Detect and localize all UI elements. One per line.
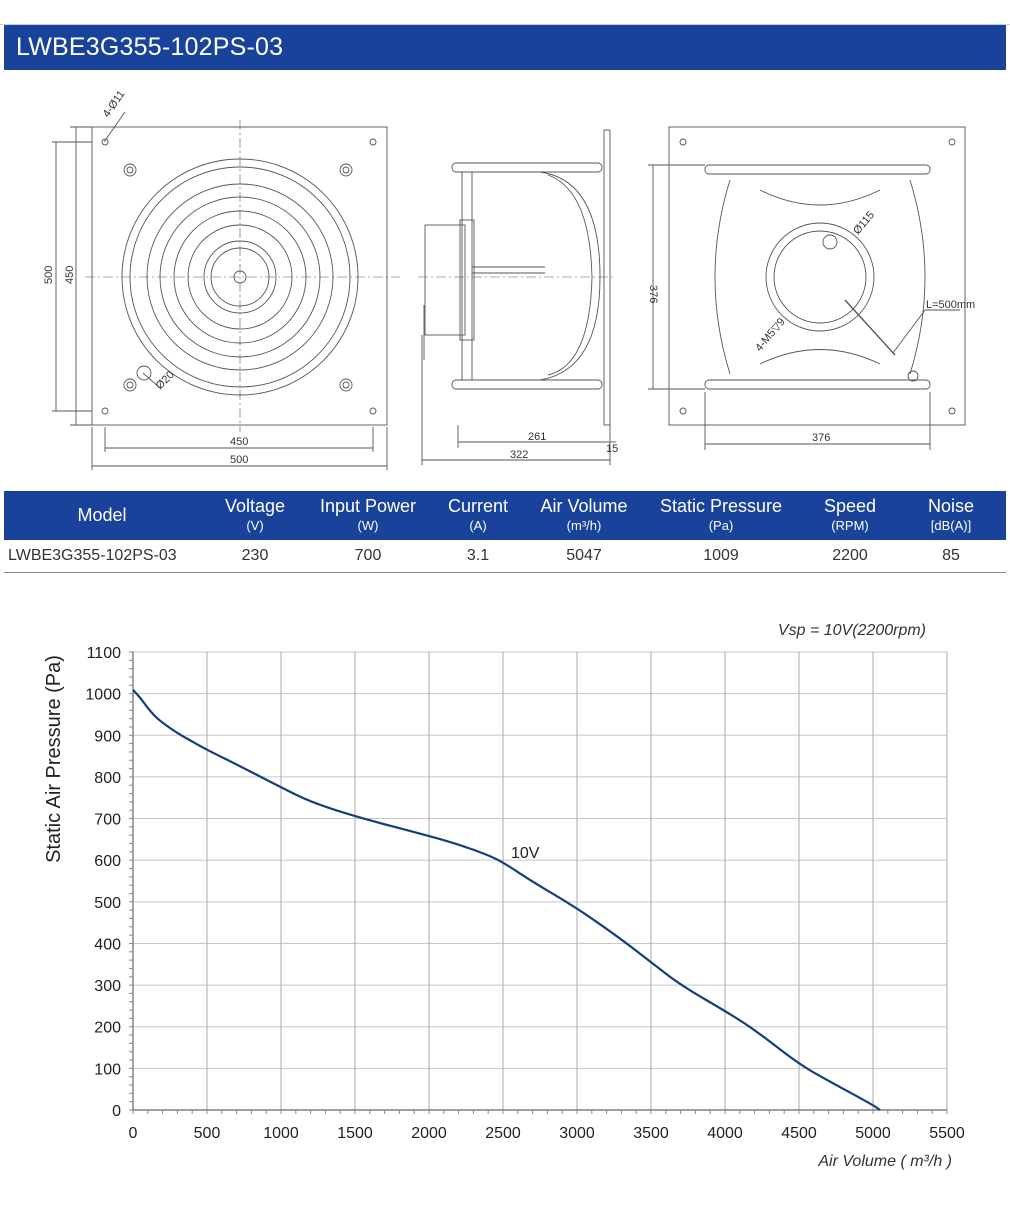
- dim-m5-label: 4-M5▽9: [753, 316, 788, 354]
- y-tick-label: 200: [94, 1020, 121, 1037]
- header-current: Current (A): [447, 496, 509, 533]
- cell-static-pressure: 1009: [703, 547, 739, 564]
- x-tick-label: 2000: [411, 1125, 447, 1142]
- cell-speed: 2200: [832, 547, 868, 564]
- chart-series: 10V: [132, 689, 881, 1111]
- back-view: [648, 126, 966, 450]
- y-tick-label: 300: [94, 978, 121, 995]
- cell-noise: 85: [942, 547, 960, 564]
- y-tick-label: 800: [94, 770, 121, 787]
- dim-15-label: 15: [606, 443, 618, 455]
- x-tick-label: 0: [129, 1125, 138, 1142]
- y-tick-label: 1000: [85, 687, 121, 704]
- x-tick-label: 3000: [559, 1125, 595, 1142]
- y-axis-label: Static Air Pressure (Pa): [43, 655, 65, 863]
- dim-450-horizontal: 450: [230, 436, 248, 448]
- technical-drawings: 4-Ø11 500 450 450 500 Ø20 261 322 15 376…: [0, 70, 1010, 490]
- x-tick-label: 3500: [633, 1125, 669, 1142]
- dimension-drawing-svg: 4-Ø11 500 450 450 500 Ø20 261 322 15 376…: [43, 88, 975, 470]
- dim-376-vertical: 376: [647, 285, 659, 303]
- y-tick-label: 700: [94, 812, 121, 829]
- cell-current: 3.1: [466, 547, 490, 564]
- chart-minor-ticks: [129, 651, 948, 1114]
- series-label: 10V: [511, 845, 540, 862]
- dim-cable-length: L=500mm: [926, 299, 975, 311]
- page-title: LWBE3G355-102PS-03: [16, 33, 284, 61]
- y-tick-label: 1100: [87, 645, 122, 662]
- y-tick-label: 600: [94, 853, 121, 870]
- y-tick-label: 900: [94, 728, 121, 745]
- x-tick-label: 5500: [929, 1125, 965, 1142]
- header-voltage: Voltage (V): [224, 496, 286, 533]
- chart-annotation: Vsp = 10V(2200rpm): [778, 622, 926, 639]
- cell-voltage: 230: [241, 547, 269, 564]
- header-air-volume: Air Volume (m³/h): [540, 496, 628, 533]
- side-view: [418, 129, 616, 465]
- x-tick-label: 500: [194, 1125, 221, 1142]
- x-tick-label: 1000: [263, 1125, 299, 1142]
- front-view: [52, 111, 400, 470]
- dim-450-vertical: 450: [64, 266, 76, 284]
- spec-table-header: Model Voltage (V) Input Power (W) Current(…: [4, 491, 1006, 540]
- header-speed: Speed (RPM): [823, 496, 877, 533]
- series-line-10v: [132, 689, 881, 1111]
- cell-air-volume: 5047: [566, 547, 602, 564]
- dim-d20-label: Ø20: [154, 369, 177, 392]
- dim-500-horizontal: 500: [230, 454, 248, 466]
- dim-d115-label: Ø115: [851, 209, 877, 237]
- chart-svg: 0 100 200 300 400 500 600 700 800 900 1000 1100 0 500…: [43, 622, 965, 1170]
- y-tick-label: 0: [112, 1103, 121, 1120]
- cell-input-power: 700: [354, 547, 382, 564]
- performance-chart: 0 100 200 300 400 500 600 700 800 900 1000 1100 0 500…: [0, 600, 1010, 1200]
- dim-322-label: 322: [510, 449, 528, 461]
- cell-model: LWBE3G355-102PS-03: [8, 547, 177, 564]
- y-tick-label: 100: [94, 1061, 121, 1078]
- x-tick-label: 4500: [781, 1125, 817, 1142]
- dim-376-horizontal: 376: [812, 432, 830, 444]
- chart-tick-labels: 0 100 200 300 400 500 600 700 800 900 1000 1100 0 500…: [85, 645, 964, 1142]
- title-bar: LWBE3G355-102PS-03: [4, 25, 1006, 70]
- x-tick-label: 1500: [337, 1125, 373, 1142]
- spec-table-row: LWBE3G355-102PS-03 230 700 3.1 5047 1009…: [4, 540, 1006, 573]
- y-tick-label: 400: [94, 936, 121, 953]
- header-noise: Noise [dB(A)]: [927, 496, 975, 533]
- x-axis-label: Air Volume ( m³/h ): [817, 1153, 952, 1170]
- header-input-power: Input Power (W): [319, 496, 417, 533]
- x-tick-label: 2500: [485, 1125, 521, 1142]
- dim-500-vertical: 500: [43, 266, 55, 284]
- header-static-pressure: Static Pressure (Pa): [659, 496, 783, 533]
- header-model: Model: [77, 505, 127, 525]
- dim-hole-label: 4-Ø11: [101, 88, 128, 119]
- dim-261-label: 261: [528, 431, 546, 443]
- x-tick-label: 4000: [707, 1125, 743, 1142]
- chart-grid: [132, 651, 948, 1111]
- y-tick-label: 500: [94, 895, 121, 912]
- x-tick-label: 5000: [855, 1125, 891, 1142]
- top-divider: [0, 24, 1010, 25]
